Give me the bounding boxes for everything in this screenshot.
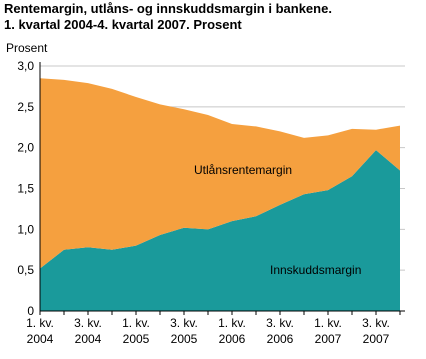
x-tick-label: 2006 — [219, 332, 246, 346]
x-tick-label: 3. kv. — [170, 316, 198, 330]
x-tick-label: 2007 — [363, 332, 390, 346]
x-tick-label: 2004 — [27, 332, 54, 346]
y-axis-label: Prosent — [6, 41, 48, 55]
x-tick-label: 2007 — [315, 332, 342, 346]
y-tick-label: 1,0 — [17, 222, 34, 236]
chart-title: Rentemargin, utlåns- og innskuddsmargin … — [4, 1, 332, 16]
x-tick-label: 2004 — [75, 332, 102, 346]
x-tick-label: 1. kv. — [314, 316, 342, 330]
x-tick-label: 1. kv. — [26, 316, 54, 330]
area — [40, 150, 400, 311]
area — [40, 78, 400, 269]
chart-title: 1. kvartal 2004-4. kvartal 2007. Prosent — [4, 17, 242, 32]
x-tick-label: 3. kv. — [74, 316, 102, 330]
x-tick-label: 2005 — [171, 332, 198, 346]
y-tick-label: 0 — [27, 304, 34, 318]
x-tick-label: 1. kv. — [218, 316, 246, 330]
y-tick-label: 2,5 — [17, 100, 34, 114]
series-label: Innskuddsmargin — [270, 263, 361, 277]
series-label: Utlånsrentemargin — [194, 163, 292, 177]
y-tick-label: 2,0 — [17, 141, 34, 155]
x-tick-label: 1. kv. — [122, 316, 150, 330]
x-tick-label: 2006 — [267, 332, 294, 346]
y-tick-label: 3,0 — [17, 59, 34, 73]
y-tick-label: 1,5 — [17, 182, 34, 196]
x-tick-label: 3. kv. — [266, 316, 294, 330]
x-tick-label: 2005 — [123, 332, 150, 346]
y-tick-label: 0,5 — [17, 263, 34, 277]
x-tick-label: 3. kv. — [362, 316, 390, 330]
